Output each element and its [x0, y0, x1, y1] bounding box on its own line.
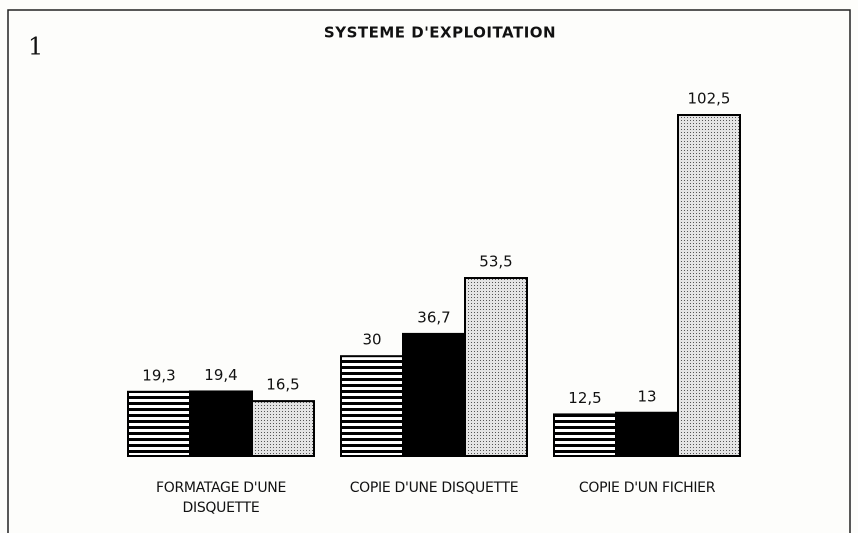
bar [127, 390, 191, 458]
value-label: 53,5 [479, 253, 512, 271]
value-label: 36,7 [417, 308, 450, 326]
value-label: 30 [362, 331, 381, 349]
value-label: 12,5 [568, 389, 601, 407]
bar [402, 332, 466, 457]
chart-title: SYSTEME D'EXPLOITATION [324, 24, 556, 42]
value-label: 102,5 [688, 90, 731, 108]
bar [615, 411, 679, 457]
value-label: 19,3 [142, 366, 175, 384]
figure-number: 1 [28, 33, 43, 61]
bar [340, 355, 404, 458]
value-label: 13 [637, 387, 656, 405]
value-label: 16,5 [266, 376, 299, 394]
bar [677, 114, 741, 457]
bar [251, 400, 315, 458]
category-label: FORMATAGE D'UNE DISQUETTE [155, 480, 286, 516]
bar [553, 413, 617, 458]
bar [464, 277, 528, 458]
bar [189, 390, 253, 457]
category-label: COPIE D'UN FICHIER [578, 480, 716, 496]
category-label: COPIE D'UNE DISQUETTE [349, 480, 519, 496]
value-label: 19,4 [204, 366, 237, 384]
frame [7, 9, 851, 533]
